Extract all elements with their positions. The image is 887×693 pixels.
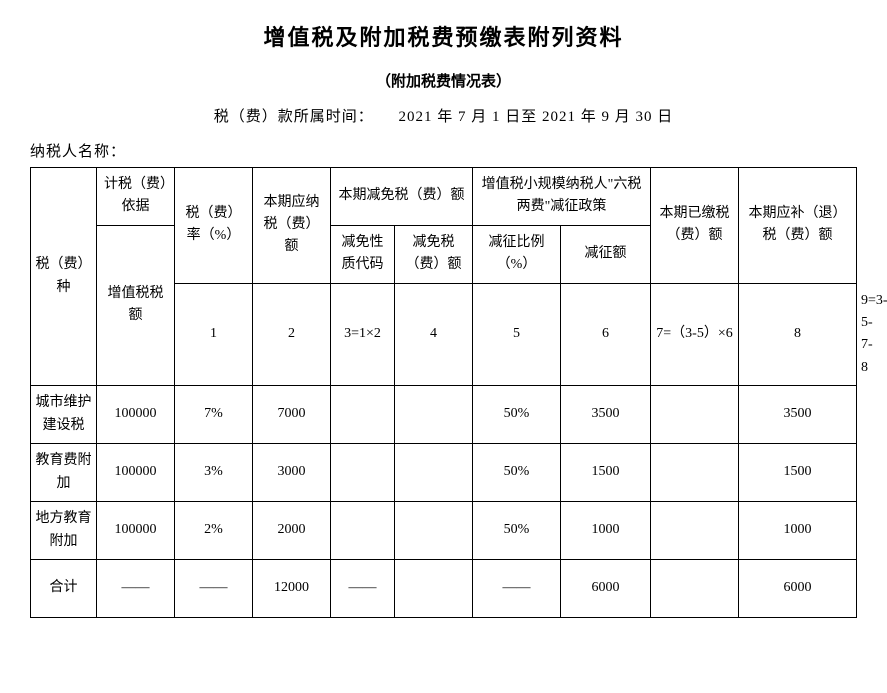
row-label: 城市维护建设税 <box>31 386 97 444</box>
header-basis-group: 计税（费）依据 <box>97 168 175 226</box>
formula-c1: 1 <box>175 283 253 386</box>
cell-c1: —— <box>97 560 175 618</box>
taxpayer-label: 纳税人名称： <box>30 140 857 161</box>
cell-c8 <box>651 502 739 560</box>
header-payable: 本期应纳税（费）额 <box>253 168 331 284</box>
formula-c6: 6 <box>561 283 651 386</box>
cell-c6: 50% <box>473 502 561 560</box>
row-label: 地方教育附加 <box>31 502 97 560</box>
formula-c8: 8 <box>739 283 857 386</box>
formula-c5: 5 <box>473 283 561 386</box>
cell-c4: —— <box>331 560 395 618</box>
cell-c9: 6000 <box>739 560 857 618</box>
cell-c7: 3500 <box>561 386 651 444</box>
period-line: 税（费）款所属时间： 2021 年 7 月 1 日至 2021 年 9 月 30… <box>30 105 857 126</box>
header-smallscale-ratio: 减征比例（%） <box>473 225 561 283</box>
cell-c4 <box>331 502 395 560</box>
cell-c2: 7% <box>175 386 253 444</box>
cell-c5 <box>395 386 473 444</box>
cell-c3: 2000 <box>253 502 331 560</box>
cell-c1: 100000 <box>97 386 175 444</box>
row-label: 教育费附加 <box>31 444 97 502</box>
cell-c6: 50% <box>473 386 561 444</box>
formula-c2: 2 <box>253 283 331 386</box>
formula-c4: 4 <box>395 283 473 386</box>
cell-c5 <box>395 444 473 502</box>
cell-c8 <box>651 560 739 618</box>
cell-c9: 1000 <box>739 502 857 560</box>
cell-c7: 6000 <box>561 560 651 618</box>
tax-table: 税（费）种 计税（费）依据 税（费）率（%） 本期应纳税（费）额 本期减免税（费… <box>30 167 857 618</box>
table-row: 教育费附加 100000 3% 3000 50% 1500 1500 <box>31 444 857 502</box>
header-paid: 本期已缴税（费）额 <box>651 168 739 284</box>
table-row: 地方教育附加 100000 2% 2000 50% 1000 1000 <box>31 502 857 560</box>
cell-c6: —— <box>473 560 561 618</box>
cell-c4 <box>331 386 395 444</box>
cell-c7: 1000 <box>561 502 651 560</box>
header-reduction-amount: 减免税（费）额 <box>395 225 473 283</box>
header-reduction-code: 减免性质代码 <box>331 225 395 283</box>
cell-c3: 7000 <box>253 386 331 444</box>
cell-c1: 100000 <box>97 444 175 502</box>
header-smallscale-amount: 减征额 <box>561 225 651 283</box>
cell-c2: —— <box>175 560 253 618</box>
formula-c7: 7=（3-5）×6 <box>651 283 739 386</box>
header-basis-sub: 增值税税额 <box>97 225 175 385</box>
row-label: 合计 <box>31 560 97 618</box>
cell-c3: 12000 <box>253 560 331 618</box>
period-label: 税（费）款所属时间： <box>214 109 374 125</box>
cell-c9: 1500 <box>739 444 857 502</box>
cell-c9: 3500 <box>739 386 857 444</box>
header-smallscale-group: 增值税小规模纳税人"六税两费"减征政策 <box>473 168 651 226</box>
header-reduction-group: 本期减免税（费）额 <box>331 168 473 226</box>
document-title: 增值税及附加税费预缴表附列资料 <box>30 20 857 52</box>
cell-c8 <box>651 444 739 502</box>
document-subtitle: （附加税费情况表） <box>30 70 857 91</box>
cell-c5 <box>395 560 473 618</box>
period-value: 2021 年 7 月 1 日至 2021 年 9 月 30 日 <box>399 109 674 125</box>
total-row: 合计 —— —— 12000 —— —— 6000 6000 <box>31 560 857 618</box>
table-row: 城市维护建设税 100000 7% 7000 50% 3500 3500 <box>31 386 857 444</box>
formula-c3: 3=1×2 <box>331 283 395 386</box>
cell-c3: 3000 <box>253 444 331 502</box>
cell-c6: 50% <box>473 444 561 502</box>
cell-c1: 100000 <box>97 502 175 560</box>
cell-c4 <box>331 444 395 502</box>
cell-c2: 3% <box>175 444 253 502</box>
cell-c7: 1500 <box>561 444 651 502</box>
cell-c8 <box>651 386 739 444</box>
cell-c2: 2% <box>175 502 253 560</box>
header-rate: 税（费）率（%） <box>175 168 253 284</box>
header-due: 本期应补（退）税（费）额 <box>739 168 857 284</box>
header-tax-type: 税（费）种 <box>31 168 97 386</box>
cell-c5 <box>395 502 473 560</box>
